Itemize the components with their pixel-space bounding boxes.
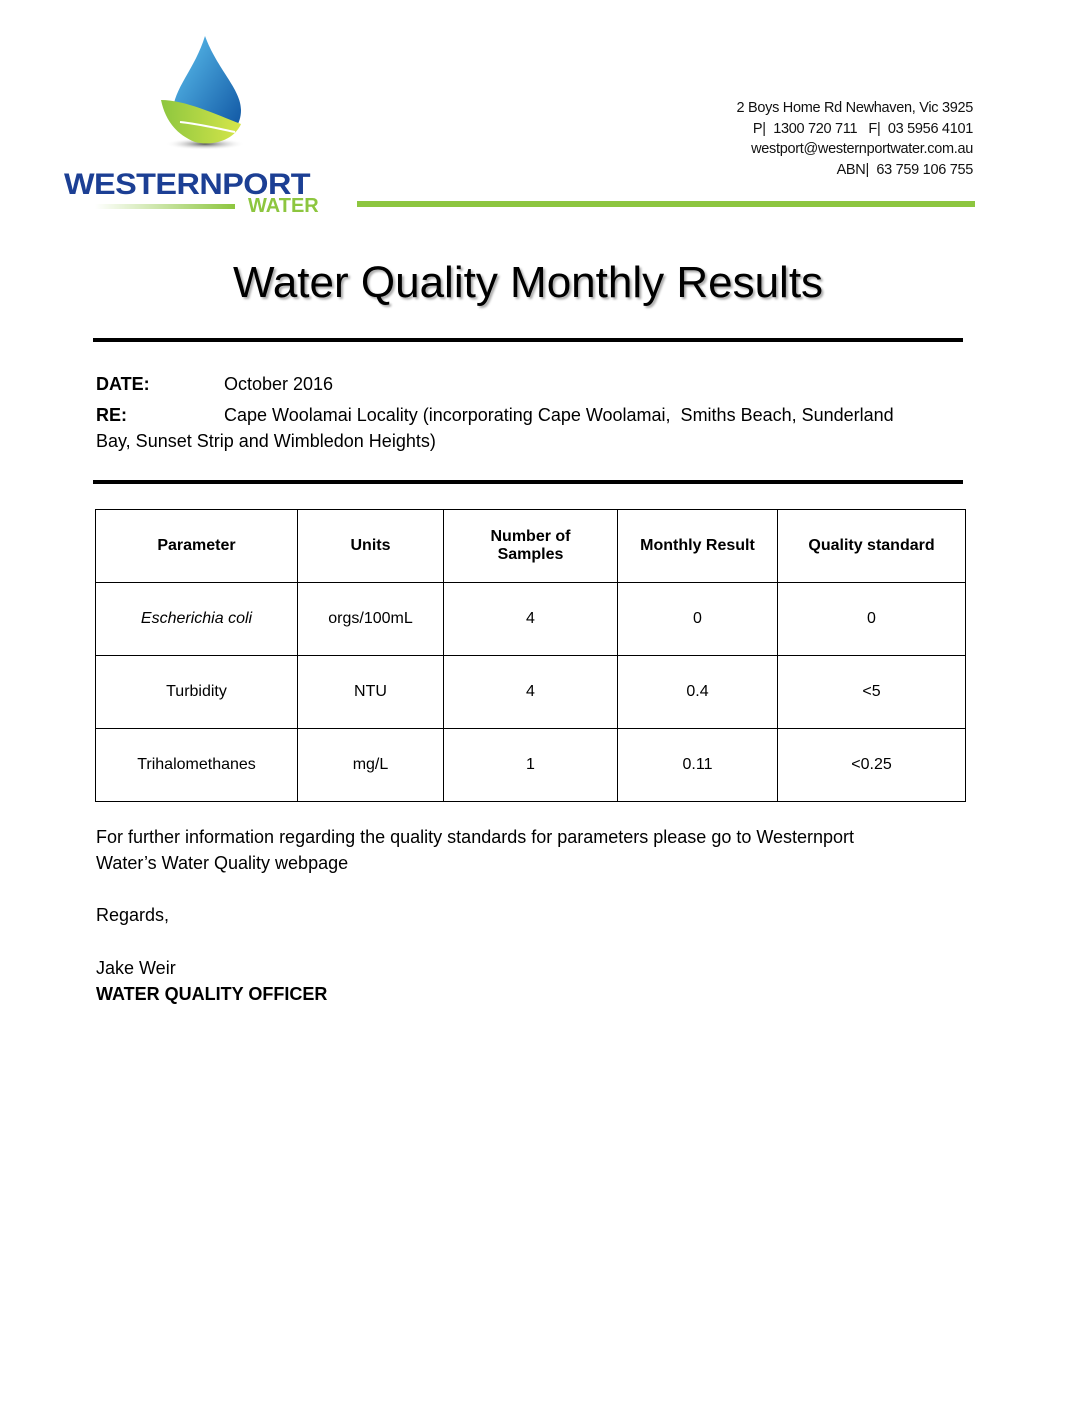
header-units: Units <box>297 509 444 583</box>
regards: Regards, <box>96 905 170 925</box>
cell-parameter: Trihalomethanes <box>95 728 298 802</box>
header-samples-label: Number of Samples <box>490 528 571 563</box>
logo-gradient-bar <box>95 204 235 209</box>
address: 2 Boys Home Rd Newhaven, Vic 3925 <box>736 100 974 116</box>
info-text-cont: Water’s Water Quality webpage <box>96 853 349 873</box>
cell-standard: <0.25 <box>777 728 966 802</box>
date-label: DATE: <box>96 374 150 394</box>
water-drop-leaf-icon <box>161 36 245 150</box>
cell-standard: 0 <box>777 582 966 656</box>
cell-standard: <5 <box>777 655 966 729</box>
table-header-row: Parameter Units Number of Samples Monthl… <box>95 509 966 583</box>
cell-units: mg/L <box>297 728 444 802</box>
signatory-name: Jake Weir <box>96 958 176 978</box>
date-value: October 2016 <box>224 374 334 394</box>
cell-samples: 1 <box>443 728 618 802</box>
logo-wordmark: WESTERNPORT <box>64 168 311 201</box>
cell-result: 0 <box>617 582 778 656</box>
results-table: Parameter Units Number of Samples Monthl… <box>95 509 966 802</box>
divider <box>93 338 963 342</box>
re-value-cont: Bay, Sunset Strip and Wimbledon Heights) <box>96 431 436 451</box>
table-row: Escherichia coli orgs/100mL 4 0 0 <box>95 582 966 656</box>
cell-samples: 4 <box>443 655 618 729</box>
cell-parameter: Turbidity <box>95 655 298 729</box>
logo-subtitle: WATER <box>248 195 319 217</box>
re-value: Cape Woolamai Locality (incorporating Ca… <box>224 405 894 425</box>
header-rule <box>357 201 975 207</box>
cell-units: orgs/100mL <box>297 582 444 656</box>
cell-parameter: Escherichia coli <box>95 582 298 656</box>
cell-units: NTU <box>297 655 444 729</box>
page-title: Water Quality Monthly Results <box>232 258 824 307</box>
table-row: Trihalomethanes mg/L 1 0.11 <0.25 <box>95 728 966 802</box>
contact-block: 2 Boys Home Rd Newhaven, Vic 3925 P| 130… <box>736 98 974 180</box>
cell-samples: 4 <box>443 582 618 656</box>
info-text: For further information regarding the qu… <box>96 827 855 847</box>
header-parameter: Parameter <box>95 509 298 583</box>
cell-result: 0.4 <box>617 655 778 729</box>
header-result: Monthly Result <box>617 509 778 583</box>
email: westport@westernportwater.com.au <box>751 141 973 157</box>
re-label: RE: <box>96 405 127 425</box>
signatory-role: WATER QUALITY OFFICER <box>96 984 328 1004</box>
table-row: Turbidity NTU 4 0.4 <5 <box>95 655 966 729</box>
divider <box>93 480 963 484</box>
phone-fax: P| 1300 720 711 F| 03 5956 4101 <box>752 120 973 137</box>
header-samples: Number of Samples <box>443 509 618 583</box>
cell-result: 0.11 <box>617 728 778 802</box>
abn: ABN| 63 759 106 755 <box>836 161 974 178</box>
header-standard: Quality standard <box>777 509 966 583</box>
